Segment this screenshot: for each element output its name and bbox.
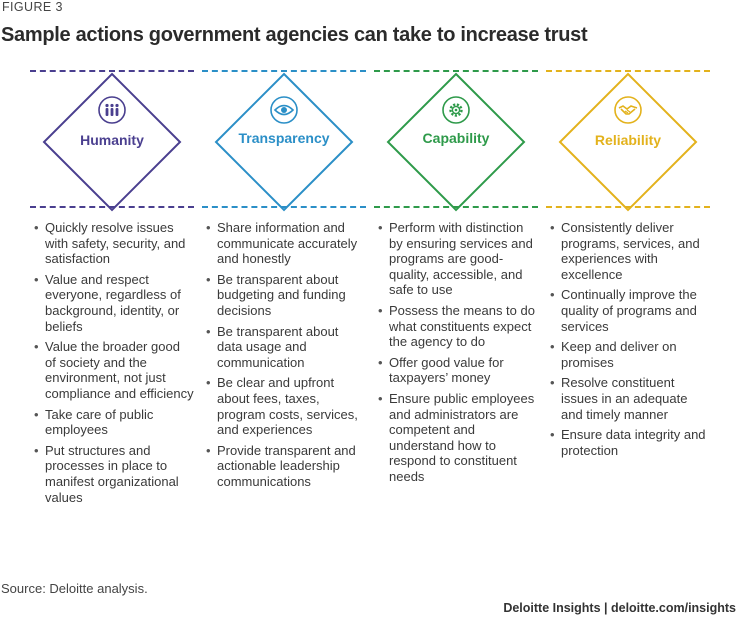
diamond-frame: [558, 72, 698, 212]
column-title: Transparency: [238, 130, 330, 146]
gear-icon: [442, 96, 470, 124]
list-item: Offer good value for taxpayers’ money: [376, 355, 538, 386]
action-list: Quickly resolve issues with safety, secu…: [32, 220, 194, 510]
action-list: Perform with distinction by ensuring ser…: [376, 220, 538, 490]
action-list: Share information and communicate accura…: [204, 220, 366, 495]
list-item: Possess the means to do what constituent…: [376, 303, 538, 350]
list-item: Put structures and processes in place to…: [32, 443, 194, 505]
list-item: Keep and deliver on promises: [548, 339, 710, 370]
source-note: Source: Deloitte analysis.: [1, 581, 148, 596]
diamond-frame: [386, 72, 526, 212]
diamond-frame: [214, 72, 354, 212]
divider-bottom: [374, 206, 538, 208]
list-item: Ensure data integrity and protection: [548, 427, 710, 458]
list-item: Be transparent about budgeting and fundi…: [204, 272, 366, 319]
figure-label: FIGURE 3: [2, 0, 63, 14]
action-list: Consistently deliver programs, services,…: [548, 220, 710, 463]
list-item: Be transparent about data usage and comm…: [204, 324, 366, 371]
list-item: Value the broader good of society and th…: [32, 339, 194, 401]
page-title: Sample actions government agencies can t…: [1, 24, 588, 46]
column-title: Capability: [422, 130, 490, 146]
divider-bottom: [202, 206, 366, 208]
list-item: Take care of public employees: [32, 407, 194, 438]
eye-icon: [270, 96, 298, 124]
list-item: Provide transparent and actionable leade…: [204, 443, 366, 490]
handshake-icon: [614, 96, 642, 124]
credit-line: Deloitte Insights | deloitte.com/insight…: [503, 601, 736, 615]
list-item: Perform with distinction by ensuring ser…: [376, 220, 538, 298]
diamond-frame: [42, 72, 182, 212]
list-item: Share information and communicate accura…: [204, 220, 366, 267]
people-icon: [98, 96, 126, 124]
list-item: Resolve constituent issues in an adequat…: [548, 375, 710, 422]
column-title: Reliability: [594, 132, 662, 148]
divider-top: [374, 70, 538, 72]
column-title: Humanity: [80, 132, 144, 148]
divider-top: [546, 70, 710, 72]
list-item: Consistently deliver programs, services,…: [548, 220, 710, 282]
list-item: Be clear and upfront about fees, taxes, …: [204, 375, 366, 437]
list-item: Value and respect everyone, regardless o…: [32, 272, 194, 334]
divider-bottom: [546, 206, 710, 208]
list-item: Quickly resolve issues with safety, secu…: [32, 220, 194, 267]
list-item: Ensure public employees and administrato…: [376, 391, 538, 485]
divider-top: [30, 70, 194, 72]
divider-top: [202, 70, 366, 72]
divider-bottom: [30, 206, 194, 208]
list-item: Continually improve the quality of progr…: [548, 287, 710, 334]
